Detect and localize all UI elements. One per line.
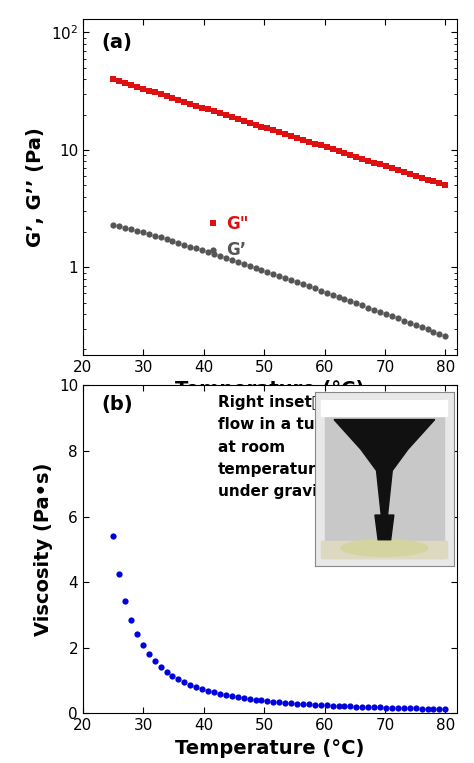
Text: (b): (b)	[101, 395, 133, 414]
G"	[253, 120, 258, 129]
Line: G": G"	[110, 76, 448, 188]
Text: (a): (a)	[101, 33, 133, 52]
G"	[128, 80, 134, 89]
G’	[342, 295, 347, 304]
G’	[336, 292, 341, 301]
Legend: G", G’: G", G’	[200, 208, 255, 266]
Text: Right inset：
flow in a tube
at room
temperature
under gravity: Right inset： flow in a tube at room temp…	[218, 395, 336, 499]
G’	[443, 331, 448, 340]
Line: G’: G’	[110, 222, 448, 340]
G"	[199, 103, 205, 112]
G’	[110, 221, 116, 230]
Y-axis label: G’, G’’ (Pa): G’, G’’ (Pa)	[26, 127, 46, 246]
G’	[199, 246, 205, 255]
Y-axis label: Viscosity (Pa•s): Viscosity (Pa•s)	[34, 462, 53, 636]
G"	[443, 181, 448, 190]
G’	[128, 224, 134, 233]
G’	[122, 223, 128, 232]
G"	[342, 149, 347, 158]
G’	[253, 263, 258, 272]
G"	[336, 146, 341, 156]
X-axis label: Temperature (°C): Temperature (°C)	[175, 380, 365, 399]
G"	[122, 79, 128, 88]
X-axis label: Temperature (°C): Temperature (°C)	[175, 739, 365, 758]
G"	[110, 75, 116, 84]
